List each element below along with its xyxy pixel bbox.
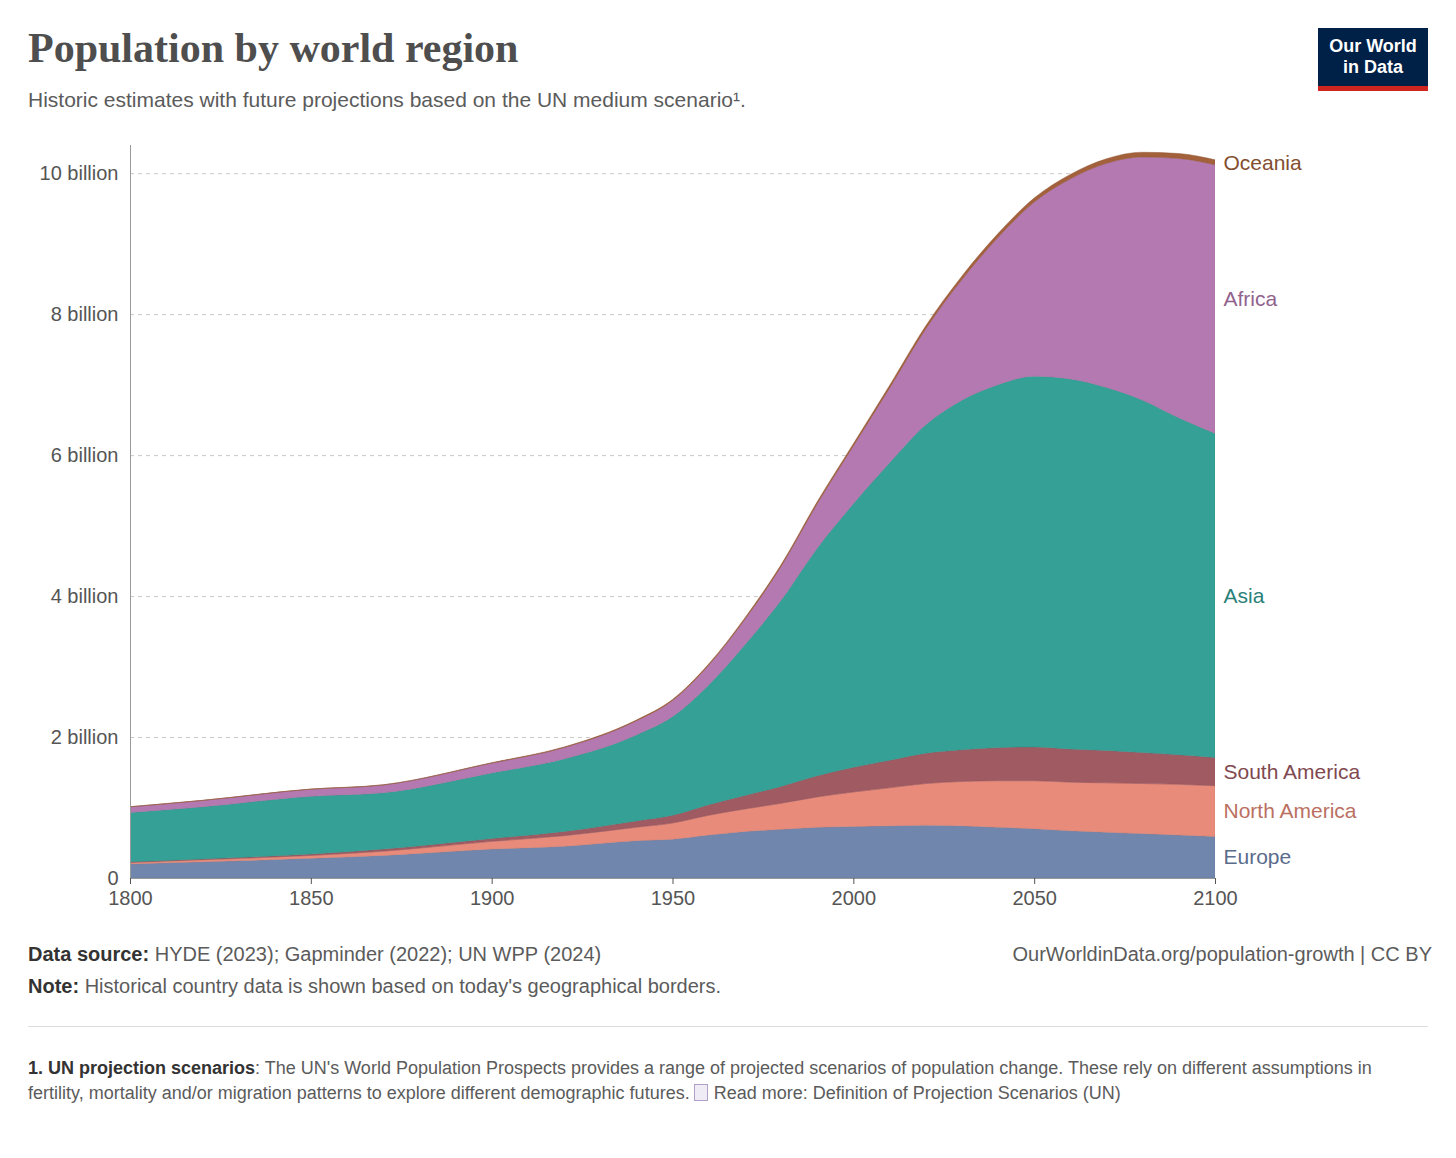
svg-text:Asia: Asia — [1224, 584, 1265, 607]
svg-text:Europe: Europe — [1224, 845, 1292, 868]
html-text:OurWorldinData.org/population-: OurWorldinData.org/population-growth | C… — [1012, 943, 1432, 965]
svg-text:6 billion: 6 billion — [51, 444, 119, 466]
svg-text:10 billion: 10 billion — [40, 162, 119, 184]
html-text:1. UN projection scenarios: Th: 1. UN projection scenarios: The UN's Wor… — [28, 1058, 1372, 1103]
html-text:in Data: in Data — [1343, 57, 1403, 77]
svg-text:1850: 1850 — [289, 887, 334, 909]
html-text:Read more: Definition of Proje: Read more: Definition of Projection Scen… — [713, 1083, 1121, 1103]
html-text:Note: Historical country data: Note: Historical country data is shown b… — [28, 975, 722, 997]
html-text:Population by world region: Population by world region — [28, 25, 519, 71]
svg-text:0: 0 — [107, 867, 118, 889]
svg-text:4 billion: 4 billion — [51, 585, 119, 607]
svg-text:2000: 2000 — [832, 887, 877, 909]
svg-text:Africa: Africa — [1224, 287, 1278, 310]
html-text:Historic estimates with future: Historic estimates with future projectio… — [28, 88, 746, 111]
svg-text:8 billion: 8 billion — [51, 303, 119, 325]
svg-text:2100: 2100 — [1193, 887, 1238, 909]
svg-text:2050: 2050 — [1012, 887, 1057, 909]
html-text:Our World: Our World — [1329, 36, 1417, 56]
svg-text:1900: 1900 — [470, 887, 514, 909]
svg-text:2 billion: 2 billion — [51, 726, 119, 748]
svg-text:South America: South America — [1224, 760, 1361, 783]
svg-text:1800: 1800 — [108, 887, 153, 909]
svg-text:Oceania: Oceania — [1224, 150, 1303, 173]
svg-text:North America: North America — [1224, 799, 1357, 822]
html-text:Data source: HYDE (2023); Gapm: Data source: HYDE (2023); Gapminder (202… — [28, 943, 602, 965]
svg-text:1950: 1950 — [651, 887, 696, 909]
